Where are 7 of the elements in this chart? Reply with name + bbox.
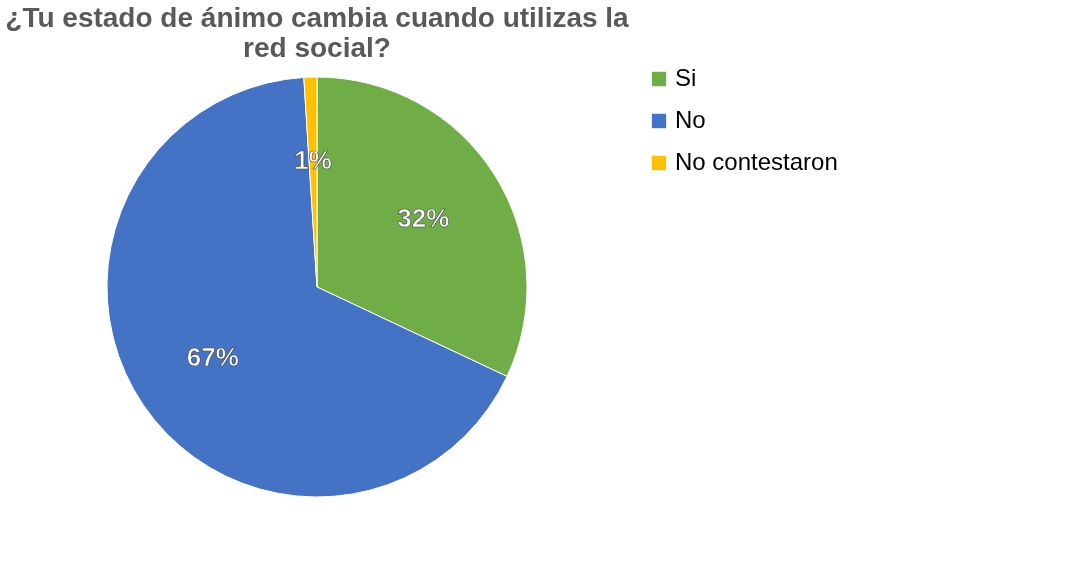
data-label: 1% [294, 145, 332, 176]
data-label: 32% [397, 203, 450, 234]
chart-title: ¿Tu estado de ánimo cambia cuando utilizas la red social? [5, 2, 630, 63]
legend-label: Si [675, 64, 697, 91]
data-label: 67% [186, 341, 239, 372]
legend-label: No contestaron [675, 148, 838, 175]
legend-label: No [675, 106, 706, 133]
